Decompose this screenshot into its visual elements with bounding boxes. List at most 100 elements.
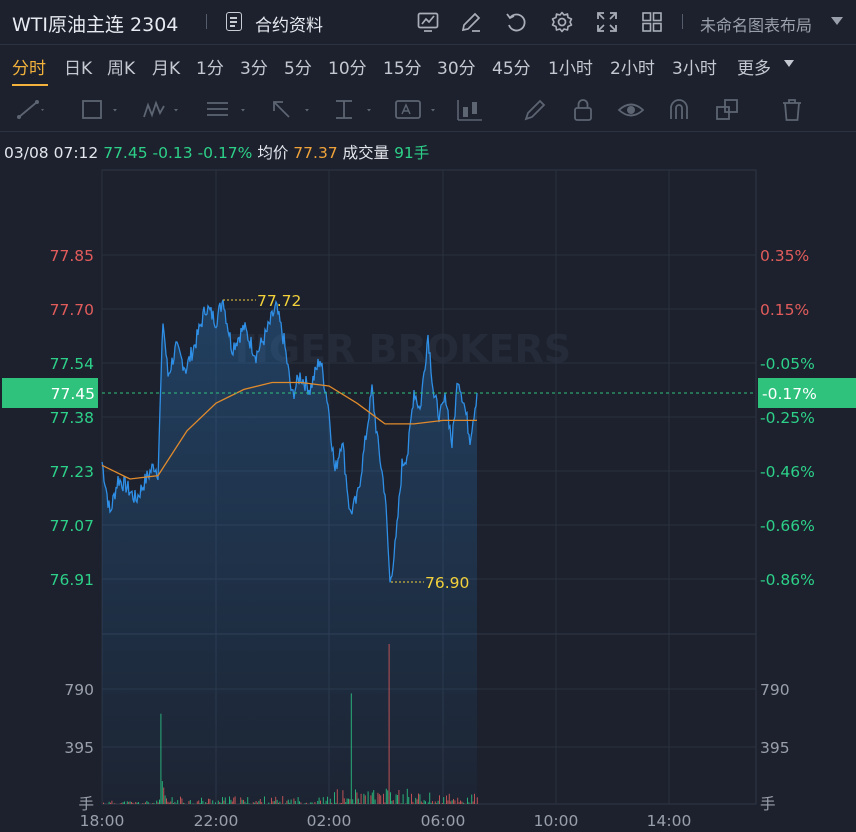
volume-bar [441, 803, 443, 804]
volume-bar [217, 800, 219, 804]
magnet-icon[interactable] [666, 97, 692, 123]
volume-bar [247, 797, 249, 804]
time-axis-label: 14:00 [647, 812, 692, 830]
instrument-title[interactable]: WTI原油主连 2304 [12, 14, 179, 36]
document-icon[interactable] [226, 12, 242, 31]
volume-bar [272, 801, 274, 804]
volume-bar [374, 799, 376, 804]
layout-grid-icon[interactable] [640, 10, 664, 34]
trash-icon[interactable] [780, 97, 804, 123]
volume-bar [255, 801, 257, 804]
volume-bar [111, 800, 113, 804]
volume-bar [415, 797, 417, 804]
edit-icon[interactable] [459, 10, 483, 34]
percent-axis-label: -0.86% [760, 571, 815, 589]
price-axis-label: 77.54 [50, 355, 94, 373]
period-tab[interactable]: 1分 [196, 59, 224, 79]
candle-tool-icon[interactable] [456, 97, 486, 123]
copy-layers-icon[interactable] [714, 97, 740, 123]
settings-gear-icon[interactable] [550, 10, 574, 34]
volume-value: 91手 [394, 144, 430, 162]
period-tab[interactable]: 30分 [437, 59, 476, 79]
period-tab[interactable]: 10分 [328, 59, 367, 79]
volume-bar [371, 792, 373, 804]
volume-bar [408, 797, 410, 804]
volume-bar [422, 802, 424, 804]
period-tab[interactable]: 3分 [240, 59, 268, 79]
lock-icon[interactable] [570, 97, 596, 123]
volume-bar [397, 795, 398, 804]
volume-bar [462, 802, 464, 804]
divider [206, 14, 207, 29]
period-tab[interactable]: 分时 [12, 59, 46, 79]
chevron-down-icon[interactable] [831, 17, 843, 25]
volume-bar [447, 800, 449, 804]
volume-bar [314, 802, 316, 804]
line-tool-icon[interactable] [16, 97, 46, 123]
volume-bar [205, 802, 207, 804]
volume-bar [377, 792, 379, 804]
period-tab[interactable]: 月K [152, 59, 181, 79]
layout-name-dropdown[interactable]: 未命名图表布局 [700, 16, 813, 35]
intraday-chart[interactable]: TIGER BROKERS 77.8577.7077.5477.3877.237… [0, 160, 856, 832]
period-tab[interactable]: 更多 [737, 59, 771, 79]
top-bar: WTI原油主连 2304 合约资料 未命名图表布局 [0, 0, 856, 45]
active-tab-underline [12, 84, 48, 86]
percent-axis-label: -0.46% [760, 463, 815, 481]
volume-bar [173, 803, 174, 804]
volume-bar [356, 792, 358, 804]
volume-bar [276, 799, 278, 804]
reset-icon[interactable] [504, 10, 528, 34]
volume-bar [219, 802, 221, 804]
period-tab[interactable]: 周K [107, 59, 136, 79]
volume-bar [434, 801, 436, 804]
volume-bar [402, 794, 404, 804]
volume-bar [129, 801, 131, 804]
wave-pattern-tool-icon[interactable] [142, 97, 184, 123]
period-tab[interactable]: 日K [64, 59, 93, 79]
contract-info-link[interactable]: 合约资料 [255, 16, 323, 36]
volume-bar [163, 787, 165, 804]
volume-bar [405, 803, 407, 804]
volume-bar [110, 802, 111, 804]
volume-bar [285, 803, 286, 804]
volume-bar [357, 798, 359, 804]
rectangle-tool-icon[interactable] [80, 97, 120, 123]
volume-bar [286, 800, 288, 804]
indicator-chart-icon[interactable] [416, 10, 440, 34]
volume-bar [436, 803, 438, 804]
period-tab[interactable]: 3小时 [672, 59, 717, 79]
volume-bar [352, 799, 354, 804]
volume-bar [406, 788, 408, 804]
period-tab[interactable]: 15分 [383, 59, 422, 79]
avg-price-label: 均价 [257, 144, 289, 162]
volume-bar [279, 801, 281, 804]
fibonacci-tool-icon[interactable] [204, 97, 250, 123]
volume-bar [212, 800, 214, 804]
volume-bar [416, 799, 418, 804]
avg-price-value: 77.37 [293, 144, 338, 162]
price-range-tool-icon[interactable] [330, 97, 376, 123]
more-caret-icon[interactable] [784, 60, 794, 67]
period-tab[interactable]: 5分 [284, 59, 312, 79]
period-tab[interactable]: 1小时 [548, 59, 593, 79]
period-tab[interactable]: 45分 [492, 59, 531, 79]
volume-bar [224, 797, 226, 804]
eye-icon[interactable] [617, 97, 645, 123]
volume-bar [103, 802, 104, 804]
arrow-tool-icon[interactable] [268, 97, 314, 123]
volume-bar [156, 800, 158, 804]
current-pct-label: -0.17% [762, 385, 817, 403]
brush-tool-icon[interactable] [522, 97, 548, 123]
volume-bar [380, 795, 382, 804]
time-axis-label: 06:00 [421, 812, 466, 830]
period-tab[interactable]: 2小时 [610, 59, 655, 79]
fullscreen-icon[interactable] [595, 10, 619, 34]
volume-bar [367, 791, 369, 804]
volume-bar [209, 799, 211, 804]
volume-bar [273, 801, 275, 804]
volume-bar [166, 798, 167, 804]
volume-bar [370, 795, 372, 804]
text-tool-icon[interactable] [394, 97, 440, 123]
quote-change-pct: -0.17% [197, 144, 253, 162]
